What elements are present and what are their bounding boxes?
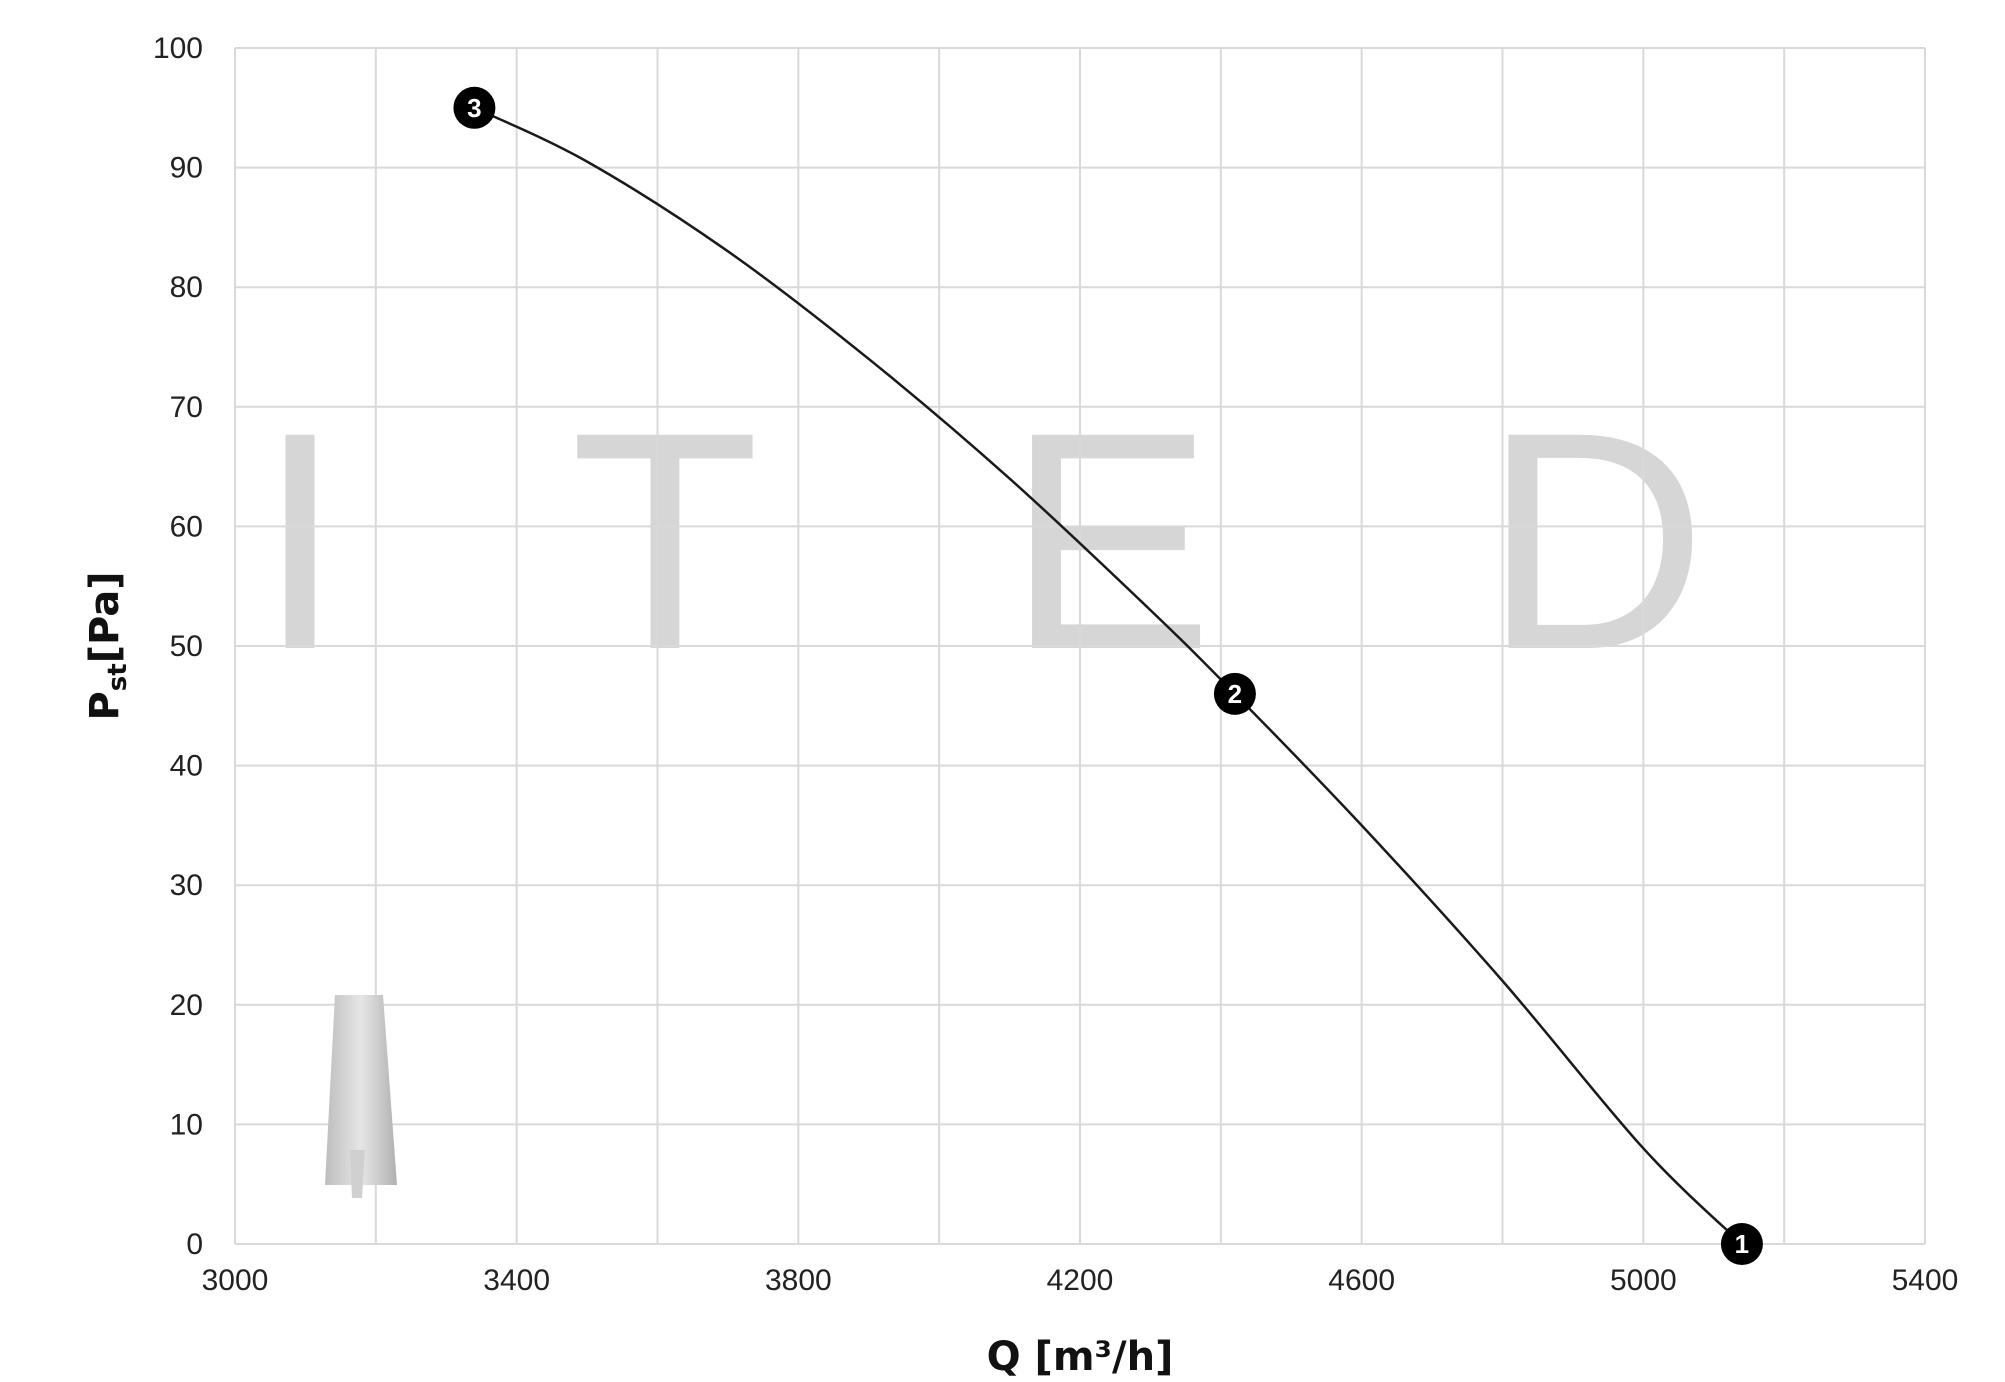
watermark-letter: D bbox=[1483, 367, 1707, 714]
y-axis-label: Pst[Pa] bbox=[82, 571, 133, 720]
marker-label: 2 bbox=[1228, 679, 1242, 709]
watermark-letter: I bbox=[257, 367, 343, 714]
grid bbox=[234, 47, 1926, 1245]
y-tick-label: 30 bbox=[170, 869, 203, 902]
watermark-letter: T bbox=[570, 367, 759, 714]
x-tick-label: 4200 bbox=[1047, 1264, 1114, 1297]
marker-point-2: 2 bbox=[1213, 672, 1256, 715]
y-tick-label: 0 bbox=[186, 1228, 203, 1261]
marker-label: 1 bbox=[1735, 1229, 1749, 1259]
series-line bbox=[473, 106, 1743, 1245]
x-tick-label: 5000 bbox=[1610, 1264, 1677, 1297]
x-tick-label: 3000 bbox=[202, 1264, 269, 1297]
y-tick-label: 70 bbox=[170, 391, 203, 424]
y-tick-label: 10 bbox=[170, 1108, 203, 1141]
y-tick-label: 100 bbox=[153, 32, 203, 65]
marker-point-1: 1 bbox=[1720, 1223, 1763, 1265]
x-tick-label: 3800 bbox=[765, 1264, 832, 1297]
x-tick-label: 3400 bbox=[483, 1264, 550, 1297]
marker-point-3: 3 bbox=[453, 86, 496, 129]
y-tick-label: 80 bbox=[170, 271, 203, 304]
fan-blade-icon bbox=[325, 995, 397, 1198]
marker-circle bbox=[1720, 1223, 1763, 1265]
y-tick-label: 40 bbox=[170, 750, 203, 783]
y-tick-label: 50 bbox=[170, 630, 203, 663]
markers: 1 2 3 bbox=[453, 86, 1763, 1265]
y-axis-label-main: P bbox=[82, 691, 128, 720]
marker-label: 3 bbox=[467, 93, 481, 123]
marker-circle bbox=[1213, 672, 1256, 715]
x-axis-label: Q [m³/h] bbox=[987, 1334, 1174, 1380]
axes: 3000 3400 3800 4200 4600 5000 5400 0 10 20 30 40 50 6… bbox=[153, 32, 1958, 1297]
y-tick-label: 60 bbox=[170, 510, 203, 543]
y-tick-label: 90 bbox=[170, 152, 203, 185]
watermark-letter: E bbox=[1007, 367, 1214, 714]
y-axis-label-sub: st bbox=[103, 663, 133, 691]
x-tick-label: 5400 bbox=[1892, 1264, 1959, 1297]
y-axis-label-unit: [Pa] bbox=[82, 571, 128, 663]
series bbox=[473, 106, 1743, 1245]
x-tick-label: 4600 bbox=[1328, 1264, 1395, 1297]
marker-circle bbox=[453, 86, 496, 129]
y-tick-label: 20 bbox=[170, 989, 203, 1022]
